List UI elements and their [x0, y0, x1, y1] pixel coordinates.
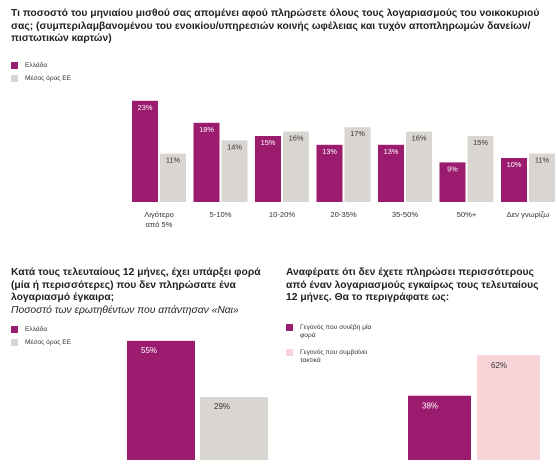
bar-greece-2: [255, 136, 281, 202]
legend2-label-greece: Ελλάδα: [25, 326, 48, 333]
chart2-bar-label-greece: 55%: [141, 346, 157, 355]
x-tick-label-2: 10-20%: [269, 210, 295, 219]
bar-label-greece-5: 9%: [447, 164, 458, 173]
legend3-swatch-rare: [286, 324, 293, 331]
chart-1-plot: 23% 11% Λιγότερο από 5% 18% 14% 5-10% 15% 16% 10-…: [132, 100, 555, 229]
legend3-item-rare: Γεγονός που συνέβη μία φορά: [286, 324, 386, 340]
x-tick-label-0: Λιγότερο από 5%: [144, 210, 174, 229]
legend3-swatch-frequent: [286, 349, 293, 356]
chart-3-plot: 38% 62%: [408, 355, 540, 460]
chart-2-plot: 55% 29%: [127, 340, 268, 460]
legend2-item-eu: Μέσος όρος ΕΕ: [11, 339, 71, 347]
chart2-bar-label-eu: 29%: [214, 402, 230, 411]
legend3-item-frequent: Γεγονός που συμβαίνει τακτικά: [286, 349, 386, 365]
bar-label-eu-4: 16%: [412, 134, 427, 143]
chart3-bar-label-regular: 62%: [491, 361, 507, 370]
bar-greece-3: [316, 144, 343, 202]
legend-item-greece: Ελλάδα: [11, 62, 47, 70]
chart3-bar-regular: [477, 355, 540, 460]
legend-swatch-eu: [11, 75, 18, 82]
x-tick-label-6: Δεν γνωρίζω: [507, 210, 550, 219]
x-tick-label-4: 35-50%: [392, 210, 418, 219]
chart3-bar-label-once: 38%: [422, 402, 438, 411]
bar-label-eu-6: 11%: [535, 156, 550, 165]
bar-label-greece-4: 13%: [384, 147, 399, 156]
chart-2-title: Κατά τους τελευταίους 12 μήνες, έχει υπά…: [11, 267, 273, 317]
x-tick-label-3: 20-35%: [330, 210, 356, 219]
bar-greece-0: [132, 100, 158, 202]
legend3-label-rare: Γεγονός που συνέβη μία φορά: [300, 324, 372, 339]
chart-3-title: Αναφέρατε ότι δεν έχετε πληρώσει περισσό…: [286, 267, 539, 303]
bar-eu-2: [283, 131, 309, 202]
bar-greece-5: [439, 162, 466, 202]
bar-eu-0: [160, 153, 186, 202]
bar-label-eu-0: 11%: [166, 156, 181, 165]
legend3-label-frequent: Γεγονός που συμβαίνει τακτικά: [300, 349, 368, 364]
chart-1-title: Τι ποσοστό του μηνιαίου μισθού σας απομέ…: [11, 8, 540, 44]
bar-label-eu-1: 14%: [227, 142, 242, 151]
bar-greece-4: [378, 144, 404, 202]
bar-label-greece-3: 13%: [322, 147, 337, 156]
bar-greece-1: [193, 122, 220, 202]
x-tick-label-5: 50%+: [457, 210, 477, 219]
legend-swatch-greece: [11, 62, 18, 69]
bar-eu-5: [467, 136, 494, 202]
bar-eu-1: [221, 140, 248, 202]
legend-label-greece: Ελλάδα: [25, 62, 48, 69]
legend-item-eu: Μέσος όρος ΕΕ: [11, 75, 71, 83]
bar-label-eu-5: 15%: [473, 138, 488, 147]
legend2-swatch-eu: [11, 339, 18, 346]
legend-label-eu: Μέσος όρος ΕΕ: [25, 75, 72, 82]
bar-label-eu-2: 16%: [289, 134, 304, 143]
legend2-item-greece: Ελλάδα: [11, 326, 47, 334]
chart-2-title-text: Κατά τους τελευταίους 12 μήνες, έχει υπά…: [11, 267, 261, 303]
bar-eu-6: [529, 153, 555, 202]
bar-label-greece-6: 10%: [507, 160, 522, 169]
chart2-bar-eu: [200, 397, 268, 460]
bar-label-greece-0: 23%: [138, 103, 153, 112]
chart-2-subtitle: Ποσοστό των ερωτηθέντων που απάντησαν «Ν…: [11, 304, 239, 316]
legend2-swatch-greece: [11, 326, 18, 333]
bar-eu-4: [406, 131, 432, 202]
bar-greece-6: [501, 158, 527, 202]
chart3-bar-once: [408, 395, 471, 460]
x-tick-label-1: 5-10%: [210, 210, 232, 219]
legend2-label-eu: Μέσος όρος ΕΕ: [25, 339, 72, 346]
bar-label-greece-1: 18%: [199, 125, 214, 134]
bar-eu-3: [344, 127, 371, 202]
bar-label-eu-3: 17%: [350, 129, 365, 138]
bar-label-greece-2: 15%: [261, 138, 276, 147]
chart2-bar-greece: [127, 340, 195, 460]
